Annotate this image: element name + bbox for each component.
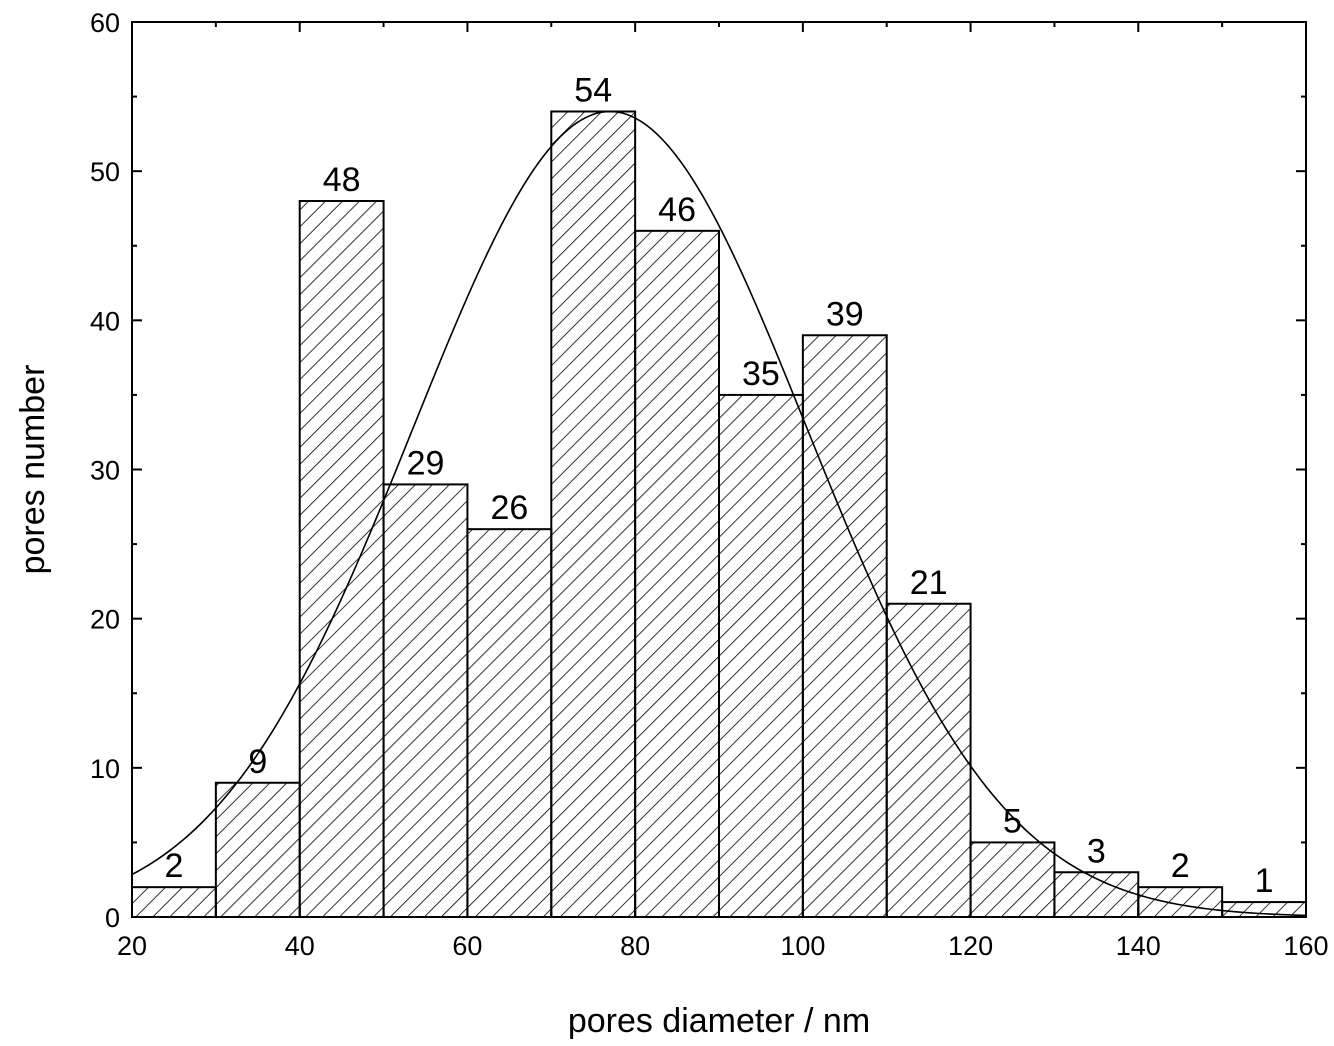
bar-value-label-8: 39: [826, 295, 864, 333]
y-axis-label: pores number: [14, 365, 52, 575]
x-tick-label: 100: [780, 931, 825, 961]
bar-7: [718, 393, 804, 918]
bar-9: [885, 602, 972, 918]
y-tick-label: 0: [105, 903, 120, 933]
bar-11: [1053, 871, 1140, 918]
bar-value-label-0: 2: [164, 847, 183, 885]
bar-value-label-4: 26: [490, 489, 528, 527]
y-tick-label: 10: [90, 754, 120, 784]
bar-2: [298, 200, 385, 918]
x-tick-label: 40: [285, 931, 315, 961]
axis-tick-labels: 20 40 60 80 100 120 140 160 0 10 20 30 40 50 60: [90, 8, 1329, 961]
bar-value-label-13: 1: [1255, 862, 1274, 900]
gaussian-fit-curve: [131, 110, 1307, 917]
bar-6: [634, 229, 721, 919]
x-tick-label: 140: [1116, 931, 1161, 961]
x-tick-label: 20: [117, 931, 147, 961]
bar-8: [801, 334, 888, 918]
y-tick-label: 50: [90, 157, 120, 187]
axis-ticks: [131, 21, 1307, 918]
bar-value-label-2: 48: [323, 161, 361, 199]
bar-value-label-12: 2: [1171, 847, 1190, 885]
bar-value-label-9: 21: [910, 564, 948, 602]
bar-value-label-7: 35: [742, 355, 780, 393]
y-tick-label: 20: [90, 605, 120, 635]
bars-group: [131, 110, 1307, 919]
x-tick-label: 80: [620, 931, 650, 961]
bar-3: [382, 483, 469, 918]
bar-1: [214, 781, 301, 918]
y-tick-label: 60: [90, 8, 120, 38]
x-axis-label: pores diameter / nm: [568, 1002, 870, 1040]
bar-0: [131, 886, 217, 919]
bar-value-label-6: 46: [658, 191, 696, 229]
bar-5: [550, 110, 637, 918]
bar-12: [1137, 886, 1224, 919]
y-tick-label: 30: [90, 456, 120, 486]
bar-value-label-3: 29: [407, 444, 445, 482]
bar-value-label-10: 5: [1003, 802, 1022, 840]
bar-value-label-1: 9: [248, 743, 267, 781]
y-tick-label: 40: [90, 306, 120, 336]
x-tick-label: 120: [948, 931, 993, 961]
x-tick-label: 60: [452, 931, 482, 961]
bar-value-label-11: 3: [1087, 832, 1106, 870]
bar-4: [466, 528, 553, 919]
bar-value-label-5: 54: [574, 72, 612, 110]
x-tick-label: 160: [1283, 931, 1328, 961]
bar-10: [969, 841, 1056, 919]
